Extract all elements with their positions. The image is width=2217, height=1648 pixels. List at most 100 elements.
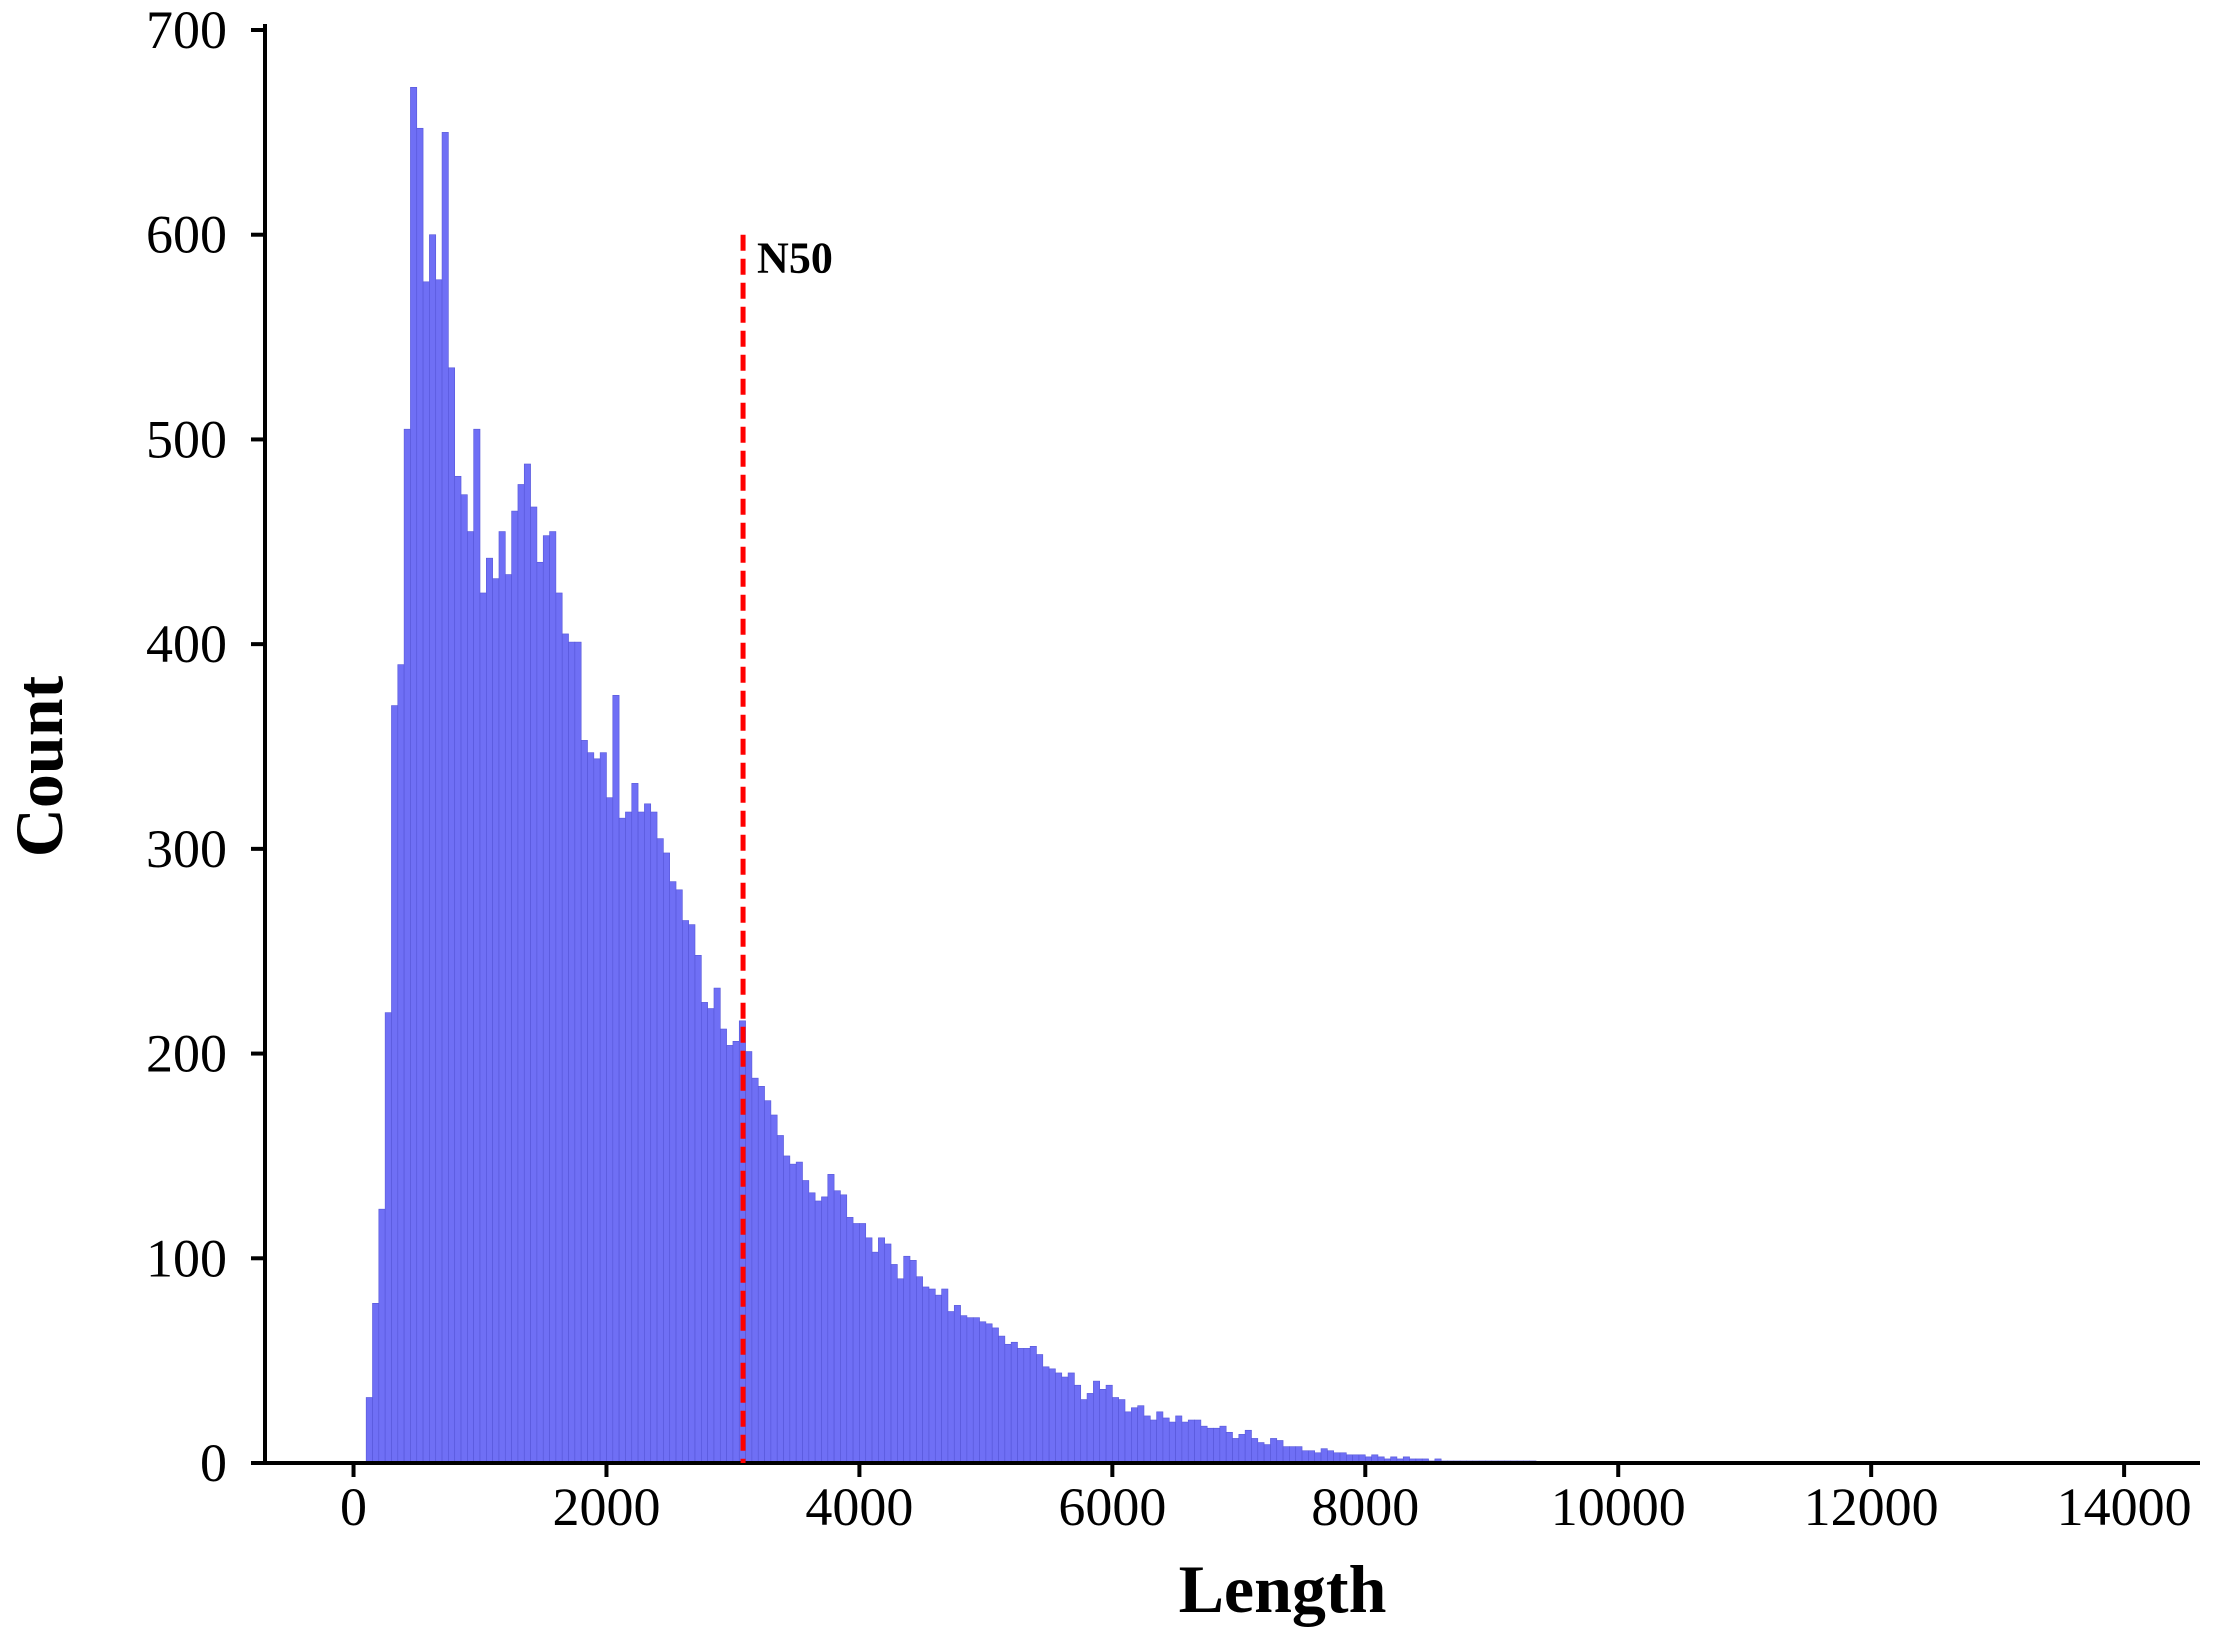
histogram-bar (587, 752, 595, 1464)
histogram-bar (802, 1180, 810, 1464)
y-tick-label: 500 (146, 409, 227, 469)
histogram-bar (1206, 1427, 1214, 1464)
histogram-bar (1295, 1446, 1303, 1464)
histogram-bar (1225, 1431, 1233, 1464)
histogram-bar (1004, 1343, 1012, 1464)
histogram-bar (890, 1264, 898, 1464)
histogram-bar (840, 1194, 848, 1464)
histogram-bar (530, 506, 538, 1464)
histogram-bar (669, 881, 677, 1464)
histogram-bar (960, 1315, 968, 1464)
y-tick-label: 700 (146, 0, 227, 60)
histogram-bar (460, 494, 468, 1464)
histogram-bar (991, 1327, 999, 1464)
histogram-bar (580, 740, 588, 1464)
histogram-bar (1029, 1346, 1037, 1464)
histogram-bar (833, 1190, 841, 1464)
histogram-bar (675, 889, 683, 1464)
histogram-bar (827, 1174, 835, 1464)
histogram-bar (909, 1260, 917, 1464)
n50-annotation: N50 (740, 234, 833, 1463)
histogram-bar (701, 1002, 708, 1464)
histogram-bar (384, 1012, 392, 1464)
x-axis-title: Length (1179, 1551, 1387, 1627)
histogram-bar (726, 1045, 734, 1464)
histogram-bar (542, 535, 550, 1464)
y-tick-label: 600 (146, 205, 227, 265)
y-tick-label: 300 (146, 819, 227, 879)
histogram-bar (764, 1100, 772, 1464)
histogram-bar (1105, 1384, 1113, 1464)
histogram-bar (682, 920, 689, 1464)
histogram-bar (372, 1303, 380, 1464)
histogram-bar (1276, 1440, 1284, 1464)
histogram-bar (688, 924, 696, 1464)
histogram-bar (846, 1217, 854, 1464)
histogram-bar (1080, 1399, 1088, 1464)
histogram-bar (1181, 1421, 1189, 1464)
histogram-bar (916, 1276, 923, 1464)
histogram-bar (612, 695, 620, 1464)
histogram-bar (492, 578, 500, 1464)
histogram-bar (1194, 1419, 1202, 1464)
histogram-bar (922, 1286, 930, 1464)
histogram-bar (972, 1317, 980, 1464)
histogram-bar (878, 1237, 886, 1464)
histogram-bar (732, 1040, 740, 1464)
histogram-bar (1017, 1348, 1025, 1464)
y-tick-label: 0 (200, 1433, 227, 1493)
histogram-bar (599, 752, 607, 1464)
histogram-bar (1320, 1448, 1328, 1464)
histogram-bar (523, 463, 531, 1464)
histogram-bar (1036, 1354, 1044, 1464)
histogram-bar (391, 705, 399, 1464)
histogram-bar (1112, 1397, 1119, 1464)
x-tick-label: 14000 (2057, 1477, 2192, 1537)
histogram-bar (985, 1323, 993, 1464)
histogram-bar (631, 783, 639, 1464)
histogram-bar (966, 1317, 974, 1464)
histogram-bar (1061, 1376, 1069, 1464)
histogram-bar (365, 1397, 373, 1464)
histogram-bar (1131, 1407, 1138, 1464)
histogram-bar (934, 1294, 942, 1464)
histogram-bar (574, 641, 582, 1464)
histogram-bar (593, 758, 601, 1464)
histogram-bar (897, 1278, 904, 1464)
histogram-bar (625, 811, 633, 1464)
histogram-bar (783, 1155, 791, 1464)
histogram-bar (1289, 1446, 1297, 1464)
histogram-bar (561, 633, 569, 1464)
histogram-bar (1168, 1421, 1176, 1464)
histogram-bar (511, 510, 519, 1464)
histogram-bar (694, 955, 702, 1464)
histogram-bar (1074, 1384, 1082, 1464)
histogram-bar (498, 531, 506, 1464)
histogram-bar (1124, 1411, 1132, 1464)
histogram-bar (1042, 1366, 1050, 1464)
y-tick-label: 100 (146, 1228, 227, 1288)
histogram-bar (1270, 1438, 1278, 1464)
histogram-bar (953, 1305, 961, 1464)
histogram-bar (1023, 1348, 1031, 1464)
histogram-bar (1175, 1415, 1183, 1464)
histogram-bar (504, 574, 512, 1464)
histogram-bar (536, 561, 544, 1464)
histogram-bar (618, 817, 626, 1464)
histogram-bar (1244, 1429, 1252, 1464)
n50-label: N50 (757, 234, 833, 283)
histogram-bar (416, 127, 424, 1464)
histogram-bar (1219, 1425, 1227, 1464)
histogram-bar (467, 531, 474, 1464)
histogram-bar (637, 811, 645, 1464)
x-tick-label: 8000 (1311, 1477, 1419, 1537)
histogram-bar (378, 1208, 386, 1464)
histogram-bar (650, 811, 658, 1464)
x-tick-label: 4000 (805, 1477, 913, 1537)
histogram-bar (448, 367, 456, 1464)
histogram-bar (941, 1288, 949, 1464)
histogram-bar (1213, 1427, 1221, 1464)
ticks-group: 0 100 200 300 400 500 600 700 0 2000 4000 6000 8000 1… (146, 0, 2192, 1537)
